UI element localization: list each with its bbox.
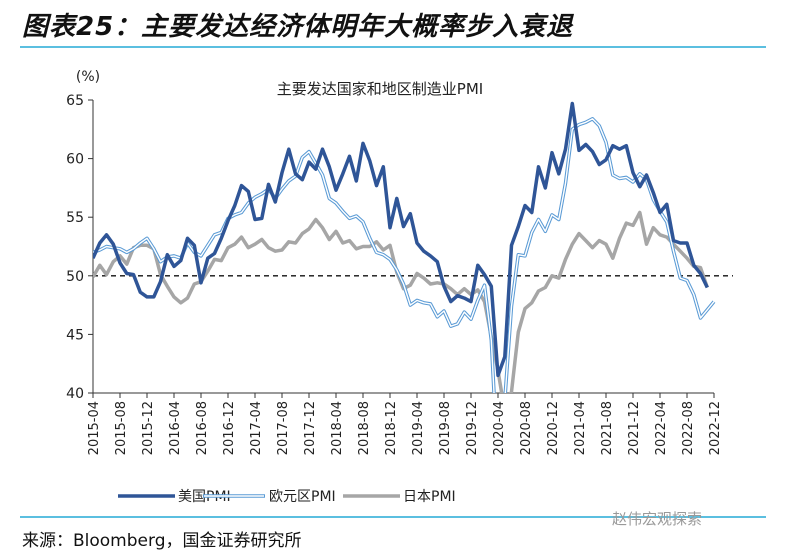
x-tick-label: 2020-08 <box>519 401 534 455</box>
y-tick-label: 60 <box>66 152 84 168</box>
x-tick-label: 2019-12 <box>465 401 480 455</box>
x-tick-label: 2021-08 <box>600 401 615 455</box>
watermark: 赵伟宏观探索 <box>612 510 703 528</box>
x-tick-label: 2019-04 <box>411 401 426 455</box>
series-line-eurozone <box>93 117 716 393</box>
x-tick-label: 2020-04 <box>492 401 507 455</box>
x-tick-label: 2021-12 <box>627 401 642 455</box>
x-tick-label: 2018-04 <box>330 401 345 455</box>
x-tick-label: 2015-08 <box>114 401 129 455</box>
source-note: 来源：Bloomberg，国金证券研究所 <box>22 531 302 551</box>
x-tick-label: 2016-08 <box>195 401 210 455</box>
x-tick-label: 2016-04 <box>168 401 183 455</box>
x-tick-label: 2019-08 <box>438 401 453 455</box>
x-tick-label: 2022-08 <box>681 401 696 455</box>
series-line-us <box>93 101 709 378</box>
top-rule <box>20 46 766 48</box>
x-tick-label: 2022-04 <box>654 401 669 455</box>
y-tick-label: 40 <box>66 386 84 402</box>
legend-label-eurozone: 欧元区PMI <box>269 489 336 505</box>
bottom-rule <box>20 516 766 518</box>
x-tick-label: 2017-04 <box>249 401 264 455</box>
y-tick-label: 50 <box>66 269 84 285</box>
x-tick-label: 2017-08 <box>276 401 291 455</box>
x-tick-label: 2022-12 <box>708 401 723 455</box>
x-tick-label: 2018-12 <box>384 401 399 455</box>
legend-label-japan: 日本PMI <box>403 489 456 505</box>
series-line-eurozone-inner <box>93 118 715 393</box>
x-tick-label: 2015-12 <box>141 401 156 455</box>
x-tick-label: 2017-12 <box>303 401 318 455</box>
y-tick-label: 45 <box>66 327 84 343</box>
x-tick-label: 2021-04 <box>573 401 588 455</box>
y-tick-label: 55 <box>66 210 84 226</box>
x-tick-label: 2018-08 <box>357 401 372 455</box>
x-tick-label: 2015-04 <box>87 401 102 455</box>
chart-title: 主要发达国家和地区制造业PMI <box>277 80 483 98</box>
x-tick-label: 2016-12 <box>222 401 237 455</box>
y-axis-unit: (%) <box>76 69 100 85</box>
x-tick-label: 2020-12 <box>546 401 561 455</box>
y-tick-label: 65 <box>66 93 84 109</box>
figure-heading: 图表25：主要发达经济体明年大概率步入衰退 <box>22 12 574 42</box>
